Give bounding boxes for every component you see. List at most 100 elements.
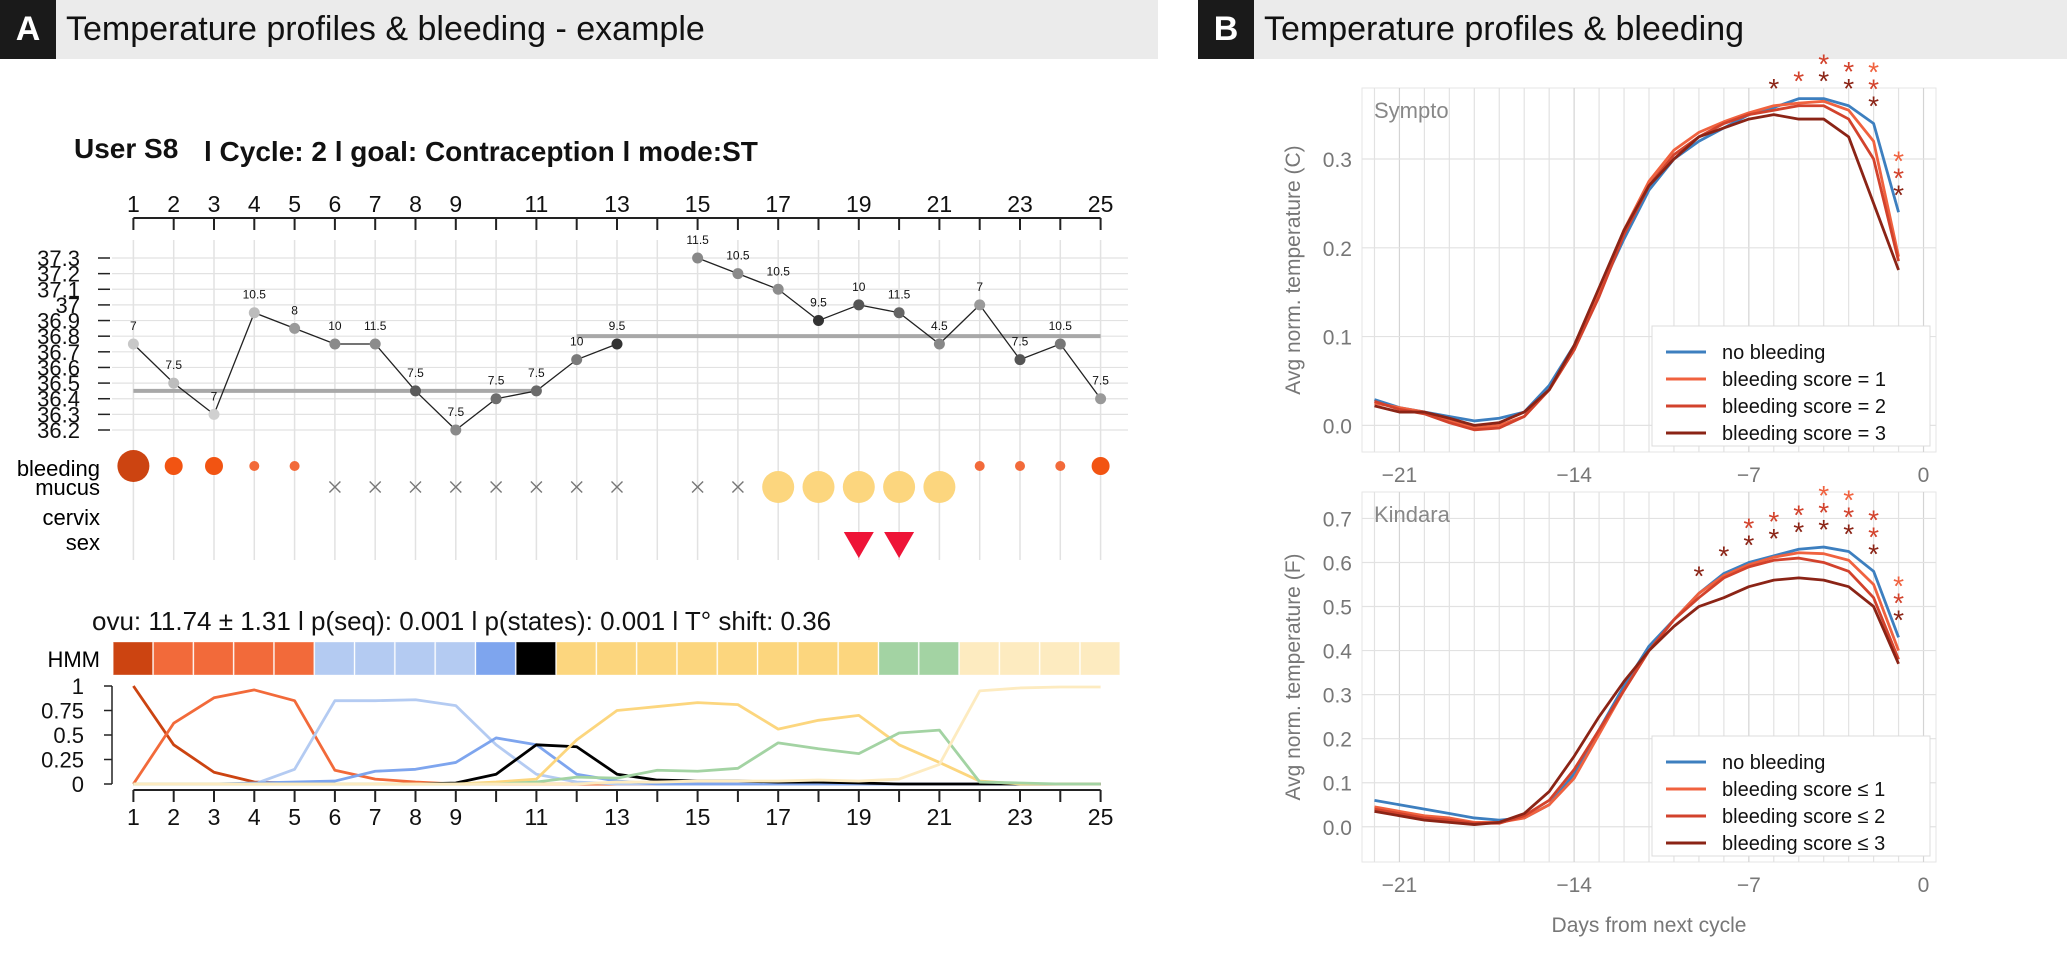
hmm-state-cell: [394, 641, 436, 676]
legend-label: bleeding score = 1: [1722, 369, 1886, 391]
temp-tick-label: 36.5: [37, 371, 80, 396]
hmm-state-cell: [676, 641, 718, 676]
temp-tick-label: 36.6: [37, 355, 80, 380]
bleeding-marker: [1015, 461, 1025, 471]
series-line: [1374, 576, 1900, 826]
significance-asterisk: *: [1743, 512, 1754, 543]
mucus-dry-marker: [731, 481, 744, 493]
bottom-axis-label: 25: [1088, 804, 1114, 830]
bleeding-row-label: bleeding: [17, 456, 100, 481]
y-tick-label: 0.0: [1323, 817, 1352, 840]
bottom-axis-label: 6: [329, 804, 342, 830]
mucus-fertile-marker: [762, 471, 795, 503]
kindara-chart: 0.0 0.1 0.2 0.3 0.4 0.5 0.6 0.7 −21 −14 −7 0 Kindara…: [1282, 480, 1937, 937]
significance-asterisk: *: [1818, 514, 1829, 545]
significance-asterisk: *: [1793, 66, 1804, 97]
significance-asterisk: *: [1893, 587, 1904, 618]
hmm-state-cell: [112, 641, 154, 676]
panel-b-letter: B: [1198, 0, 1254, 59]
bottom-axis-label: 1: [127, 804, 140, 830]
legend-label: bleeding score ≤ 2: [1722, 806, 1885, 828]
hmm-label: HMM: [47, 647, 100, 672]
sex-marker: [843, 532, 874, 558]
significance-asterisk: *: [1893, 570, 1904, 601]
x-tick-label: −7: [1737, 874, 1761, 897]
observation-row-labels: bleeding mucus cervix sex: [17, 456, 100, 555]
hmm-state-cell: [233, 641, 274, 676]
panel-a: User S8 l Cycle: 2 l goal: Contraception…: [17, 133, 1128, 830]
significance-asterisk: *: [1843, 518, 1854, 549]
bottom-axis-label: 21: [927, 804, 953, 830]
legend-box: [1651, 735, 1931, 857]
significance-asterisk: *: [1843, 73, 1854, 104]
mucus-row-label: mucus: [35, 475, 100, 500]
temperature-point-label: 10.5: [767, 264, 791, 278]
cycle-grid: [132, 240, 1102, 560]
hmm-state-cell: [556, 641, 597, 676]
chart-title: Sympto: [1374, 98, 1449, 123]
top-axis-label: 5: [288, 191, 301, 217]
temperature-point-label: 7.5: [1092, 374, 1109, 388]
significance-asterisk: *: [1818, 66, 1829, 97]
hmm-state-bar: [112, 641, 1121, 676]
hmm-state-cell: [1079, 641, 1121, 676]
legend-box: [1651, 325, 1931, 447]
top-axis-label: 7: [369, 191, 382, 217]
temp-tick-label: 36.7: [37, 340, 80, 365]
temperature-point-label: 11.5: [686, 233, 709, 247]
series-line: [1374, 556, 1900, 825]
temperature-point: [530, 385, 542, 397]
temperature-point-label: 10.5: [1049, 319, 1073, 333]
bottom-axis-label: 23: [1007, 804, 1033, 830]
temperature-point: [933, 338, 945, 350]
sex-row-label: sex: [66, 530, 100, 555]
top-axis-label: 8: [409, 191, 422, 217]
y-tick-label: 0.3: [1323, 149, 1352, 172]
temperature-point: [1014, 354, 1026, 366]
temperature-point-label: 7: [211, 389, 218, 403]
significance-asterisk: *: [1893, 604, 1904, 635]
y-tick-label: 0.3: [1323, 685, 1352, 708]
temperature-point-label: 10: [328, 319, 342, 333]
mucus-fertile-marker: [923, 471, 956, 503]
top-axis-label: 13: [604, 191, 630, 217]
temp-tick-label: 36.4: [37, 387, 80, 412]
temperature-point-label: 7: [976, 280, 983, 294]
significance-asterisk: *: [1868, 538, 1879, 569]
temperature-point: [893, 307, 905, 319]
significance-asterisk: *: [1868, 57, 1879, 88]
bleeding-marker: [249, 461, 260, 471]
hmm-state-cell: [475, 641, 516, 676]
x-tick-label: −14: [1556, 464, 1592, 487]
legend-label: bleeding score = 3: [1722, 423, 1886, 445]
temperature-point: [571, 354, 583, 366]
temperature-point: [853, 299, 865, 311]
temperature-point-label: 7.5: [1012, 335, 1029, 349]
bottom-axis-label: 8: [409, 804, 422, 830]
hmm-state-cell: [999, 641, 1040, 676]
mucus-dry-marker: [369, 481, 382, 493]
hmm-state-cell: [918, 641, 960, 676]
significance-asterisk: *: [1768, 506, 1779, 537]
y-tick-label: 0.5: [1323, 597, 1352, 620]
y-tick-label: 0.1: [1323, 773, 1352, 796]
hmm-state-cell: [757, 641, 798, 676]
prob-tick-label: 0.25: [41, 748, 84, 773]
prob-tick-label: 0.75: [41, 699, 84, 724]
cervix-row-label: cervix: [43, 505, 100, 530]
temperature-chart: 37.337.237.13736.936.836.736.636.536.436…: [37, 233, 1128, 443]
top-axis-label: 9: [449, 191, 462, 217]
temp-tick-label: 36.8: [37, 324, 80, 349]
significance-asterisk: *: [1768, 73, 1779, 104]
temperature-point-label: 7.5: [447, 405, 464, 419]
significance-asterisk: *: [1818, 49, 1829, 80]
y-tick-label: 0.0: [1323, 415, 1352, 438]
temperature-point-label: 7: [130, 319, 137, 333]
state-probability-line: [133, 685, 1101, 786]
top-axis-label: 4: [248, 191, 261, 217]
hmm-state-cell: [717, 641, 758, 676]
temperature-point-label: 7.5: [407, 366, 424, 380]
hmm-state-cell: [435, 641, 476, 676]
temperature-point: [127, 338, 139, 350]
bottom-axis-label: 5: [288, 804, 301, 830]
